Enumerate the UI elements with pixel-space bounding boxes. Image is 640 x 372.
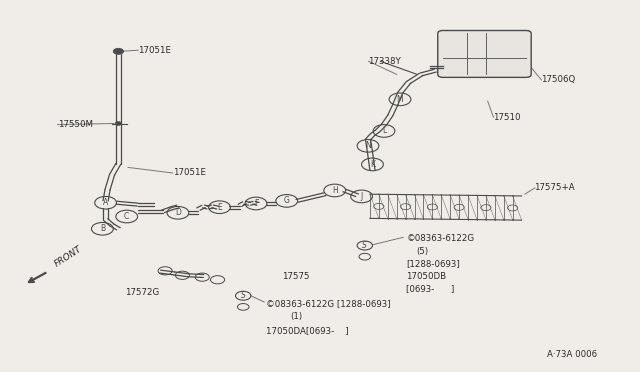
Text: J: J [360,192,363,201]
Text: 17575+A: 17575+A [534,183,575,192]
Text: 17050DA[0693-    ]: 17050DA[0693- ] [266,326,348,335]
Text: 17338Y: 17338Y [368,57,401,66]
Text: F: F [254,199,258,208]
Text: 17510: 17510 [493,113,520,122]
Text: S: S [362,241,367,250]
Text: 17572G: 17572G [125,288,159,296]
Text: (5): (5) [416,247,428,256]
Text: 17051E: 17051E [173,169,206,177]
Text: K: K [370,160,375,169]
Text: 17051E: 17051E [138,46,171,55]
Text: D: D [175,208,181,217]
Text: ©08363-6122G [1288-0693]: ©08363-6122G [1288-0693] [266,299,390,308]
Text: G: G [284,196,290,205]
Text: E: E [217,203,222,212]
Text: 17050DB: 17050DB [406,272,447,280]
Text: FRONT: FRONT [52,244,83,269]
Text: [0693-      ]: [0693- ] [406,284,454,293]
Circle shape [115,122,122,125]
Text: 17506Q: 17506Q [541,76,575,84]
Text: S: S [241,291,246,300]
Text: H: H [332,186,337,195]
Text: 17575: 17575 [282,272,309,280]
Text: N: N [365,141,371,150]
Text: M: M [397,95,403,104]
Circle shape [113,48,124,54]
Text: (1): (1) [290,312,302,321]
FancyBboxPatch shape [438,31,531,77]
Text: B: B [100,224,105,233]
Text: ©08363-6122G: ©08363-6122G [406,234,474,243]
Text: [1288-0693]: [1288-0693] [406,259,460,268]
Text: L: L [382,126,386,135]
Text: A: A [103,198,108,207]
Text: C: C [124,212,129,221]
Text: 17550M: 17550M [58,120,93,129]
Text: A·73A 0006: A·73A 0006 [547,350,597,359]
